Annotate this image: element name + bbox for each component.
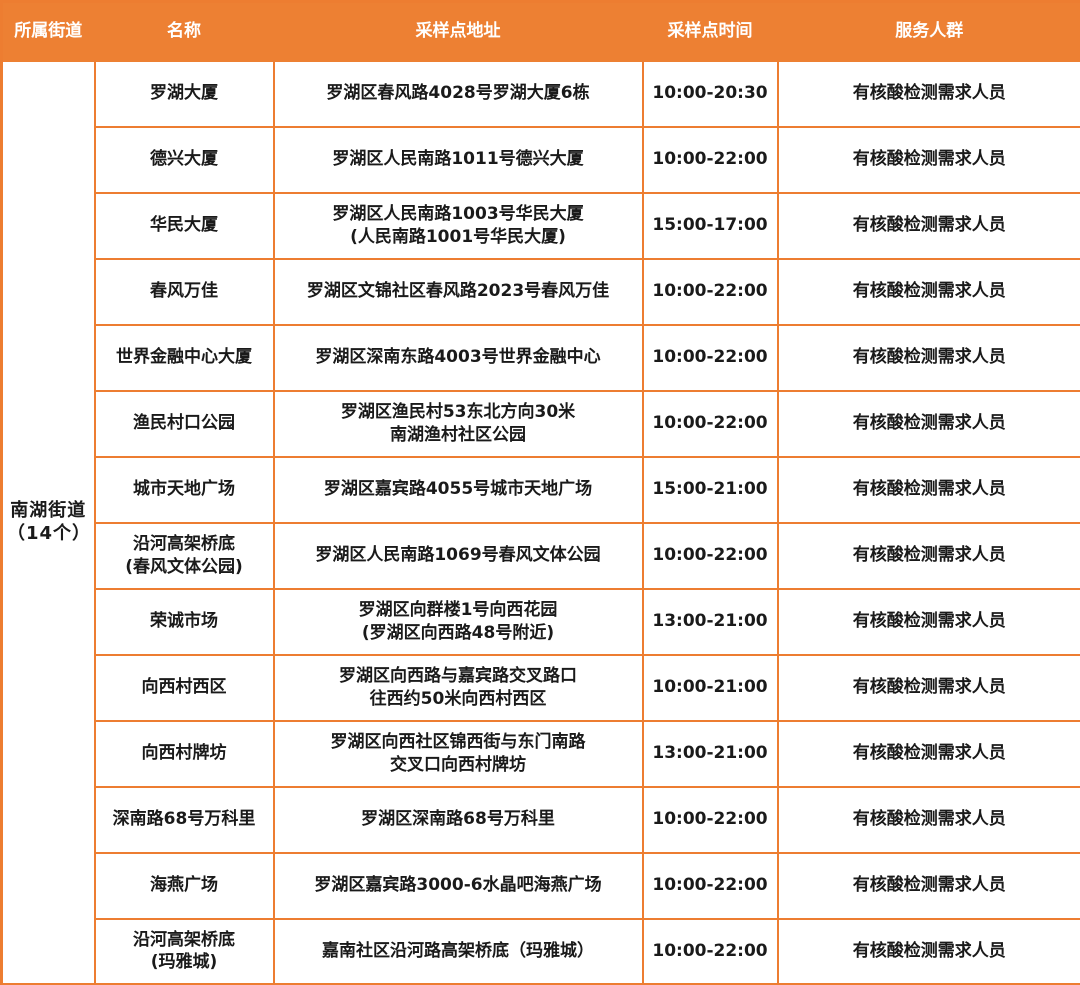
cell-service-group: 有核酸检测需求人员	[776, 323, 1080, 392]
cell-site-name: 世界金融中心大厦	[93, 323, 275, 392]
cell-site-address: 罗湖区人民南路1003号华民大厦 (人民南路1001号华民大厦)	[272, 191, 644, 260]
cell-site-name: 向西村西区	[93, 653, 275, 722]
cell-site-time: 10:00-22:00	[641, 917, 779, 985]
cell-site-address: 罗湖区向群楼1号向西花园 (罗湖区向西路48号附近)	[272, 587, 644, 656]
cell-site-time: 10:00-22:00	[641, 851, 779, 920]
table-row: 渔民村口公园 罗湖区渔民村53东北方向30米 南湖渔村社区公园 10:00-22:00…	[2, 389, 1080, 458]
cell-site-name: 罗湖大厦	[93, 59, 275, 128]
cell-site-time: 13:00-21:00	[641, 719, 779, 788]
table-row: 沿河高架桥底 (春风文体公园) 罗湖区人民南路1069号春风文体公园 10:00-22…	[2, 521, 1080, 590]
cell-site-time: 10:00-21:00	[641, 653, 779, 722]
table-row: 南湖街道 （14个） 罗湖大厦 罗湖区春风路4028号罗湖大厦6栋 10:00-20:3…	[0, 59, 1080, 985]
cell-site-time: 10:00-22:00	[641, 323, 779, 392]
table-row: 华民大厦 罗湖区人民南路1003号华民大厦 (人民南路1001号华民大厦) 15:00…	[2, 191, 1080, 260]
cell-service-group: 有核酸检测需求人员	[776, 587, 1080, 656]
cell-site-address: 罗湖区深南路68号万科里	[272, 785, 644, 854]
col-header-address: 采样点地址	[272, 0, 644, 62]
cell-site-name: 向西村牌坊	[93, 719, 275, 788]
cell-service-group: 有核酸检测需求人员	[776, 917, 1080, 985]
cell-site-name: 城市天地广场	[93, 455, 275, 524]
table-row: 德兴大厦 罗湖区人民南路1011号德兴大厦 10:00-22:00 有核酸检测需求人员	[2, 125, 1080, 194]
cell-service-group: 有核酸检测需求人员	[776, 785, 1080, 854]
cell-site-time: 10:00-22:00	[641, 521, 779, 590]
col-header-name: 名称	[93, 0, 275, 62]
cell-site-address: 罗湖区向西路与嘉宾路交叉路口 往西约50米向西村西区	[272, 653, 644, 722]
cell-service-group: 有核酸检测需求人员	[776, 851, 1080, 920]
cell-site-address: 罗湖区向西社区锦西街与东门南路 交叉口向西村牌坊	[272, 719, 644, 788]
cell-site-name: 华民大厦	[93, 191, 275, 260]
cell-site-address: 罗湖区嘉宾路4055号城市天地广场	[272, 455, 644, 524]
table-row: 向西村牌坊 罗湖区向西社区锦西街与东门南路 交叉口向西村牌坊 13:00-21:00 有…	[2, 719, 1080, 788]
cell-site-name: 荣诚市场	[93, 587, 275, 656]
cell-service-group: 有核酸检测需求人员	[776, 59, 1080, 128]
cell-service-group: 有核酸检测需求人员	[776, 257, 1080, 326]
table-row: 向西村西区 罗湖区向西路与嘉宾路交叉路口 往西约50米向西村西区 10:00-21:0…	[2, 653, 1080, 722]
cell-service-group: 有核酸检测需求人员	[776, 125, 1080, 194]
cell-street-group: 南湖街道 （14个）	[0, 59, 96, 985]
cell-site-name: 深南路68号万科里	[93, 785, 275, 854]
cell-site-time: 10:00-20:30	[641, 59, 779, 128]
cell-service-group: 有核酸检测需求人员	[776, 653, 1080, 722]
cell-site-time: 15:00-17:00	[641, 191, 779, 260]
cell-site-address: 罗湖区深南东路4003号世界金融中心	[272, 323, 644, 392]
cell-site-time: 10:00-22:00	[641, 785, 779, 854]
col-header-service: 服务人群	[776, 0, 1080, 62]
cell-site-time: 10:00-22:00	[641, 125, 779, 194]
col-header-street: 所属街道	[0, 0, 96, 62]
cell-site-address: 罗湖区人民南路1069号春风文体公园	[272, 521, 644, 590]
table-row: 春风万佳 罗湖区文锦社区春风路2023号春风万佳 10:00-22:00 有核酸检测需…	[2, 257, 1080, 326]
cell-site-address: 罗湖区人民南路1011号德兴大厦	[272, 125, 644, 194]
table-row: 世界金融中心大厦 罗湖区深南东路4003号世界金融中心 10:00-22:00 有核酸…	[2, 323, 1080, 392]
cell-site-address: 嘉南社区沿河路高架桥底（玛雅城）	[272, 917, 644, 985]
cell-site-name: 春风万佳	[93, 257, 275, 326]
cell-site-time: 13:00-21:00	[641, 587, 779, 656]
cell-site-name: 渔民村口公园	[93, 389, 275, 458]
table-row: 深南路68号万科里 罗湖区深南路68号万科里 10:00-22:00 有核酸检测需求人…	[2, 785, 1080, 854]
cell-site-time: 15:00-21:00	[641, 455, 779, 524]
col-header-time: 采样点时间	[641, 0, 779, 62]
cell-service-group: 有核酸检测需求人员	[776, 191, 1080, 260]
table-row: 荣诚市场 罗湖区向群楼1号向西花园 (罗湖区向西路48号附近) 13:00-21:00…	[2, 587, 1080, 656]
cell-service-group: 有核酸检测需求人员	[776, 389, 1080, 458]
cell-site-address: 罗湖区文锦社区春风路2023号春风万佳	[272, 257, 644, 326]
cell-site-address: 罗湖区春风路4028号罗湖大厦6栋	[272, 59, 644, 128]
table-row: 城市天地广场 罗湖区嘉宾路4055号城市天地广场 15:00-21:00 有核酸检测需…	[2, 455, 1080, 524]
table-row: 沿河高架桥底 (玛雅城) 嘉南社区沿河路高架桥底（玛雅城） 10:00-22:00 有核…	[2, 917, 1080, 985]
cell-service-group: 有核酸检测需求人员	[776, 521, 1080, 590]
cell-site-time: 10:00-22:00	[641, 389, 779, 458]
cell-site-name: 海燕广场	[93, 851, 275, 920]
table-row: 海燕广场 罗湖区嘉宾路3000-6水晶吧海燕广场 10:00-22:00 有核酸检测需…	[2, 851, 1080, 920]
cell-site-name: 德兴大厦	[93, 125, 275, 194]
cell-site-time: 10:00-22:00	[641, 257, 779, 326]
cell-service-group: 有核酸检测需求人员	[776, 719, 1080, 788]
cell-site-name: 沿河高架桥底 (春风文体公园)	[93, 521, 275, 590]
table-body: 南湖街道 （14个） 罗湖大厦 罗湖区春风路4028号罗湖大厦6栋 10:00-20:3…	[0, 59, 1080, 985]
cell-site-name: 沿河高架桥底 (玛雅城)	[93, 917, 275, 985]
cell-site-address: 罗湖区渔民村53东北方向30米 南湖渔村社区公园	[272, 389, 644, 458]
cell-site-address: 罗湖区嘉宾路3000-6水晶吧海燕广场	[272, 851, 644, 920]
table-header-row: 所属街道 名称 采样点地址 采样点时间 服务人群	[0, 0, 1080, 62]
cell-service-group: 有核酸检测需求人员	[776, 455, 1080, 524]
